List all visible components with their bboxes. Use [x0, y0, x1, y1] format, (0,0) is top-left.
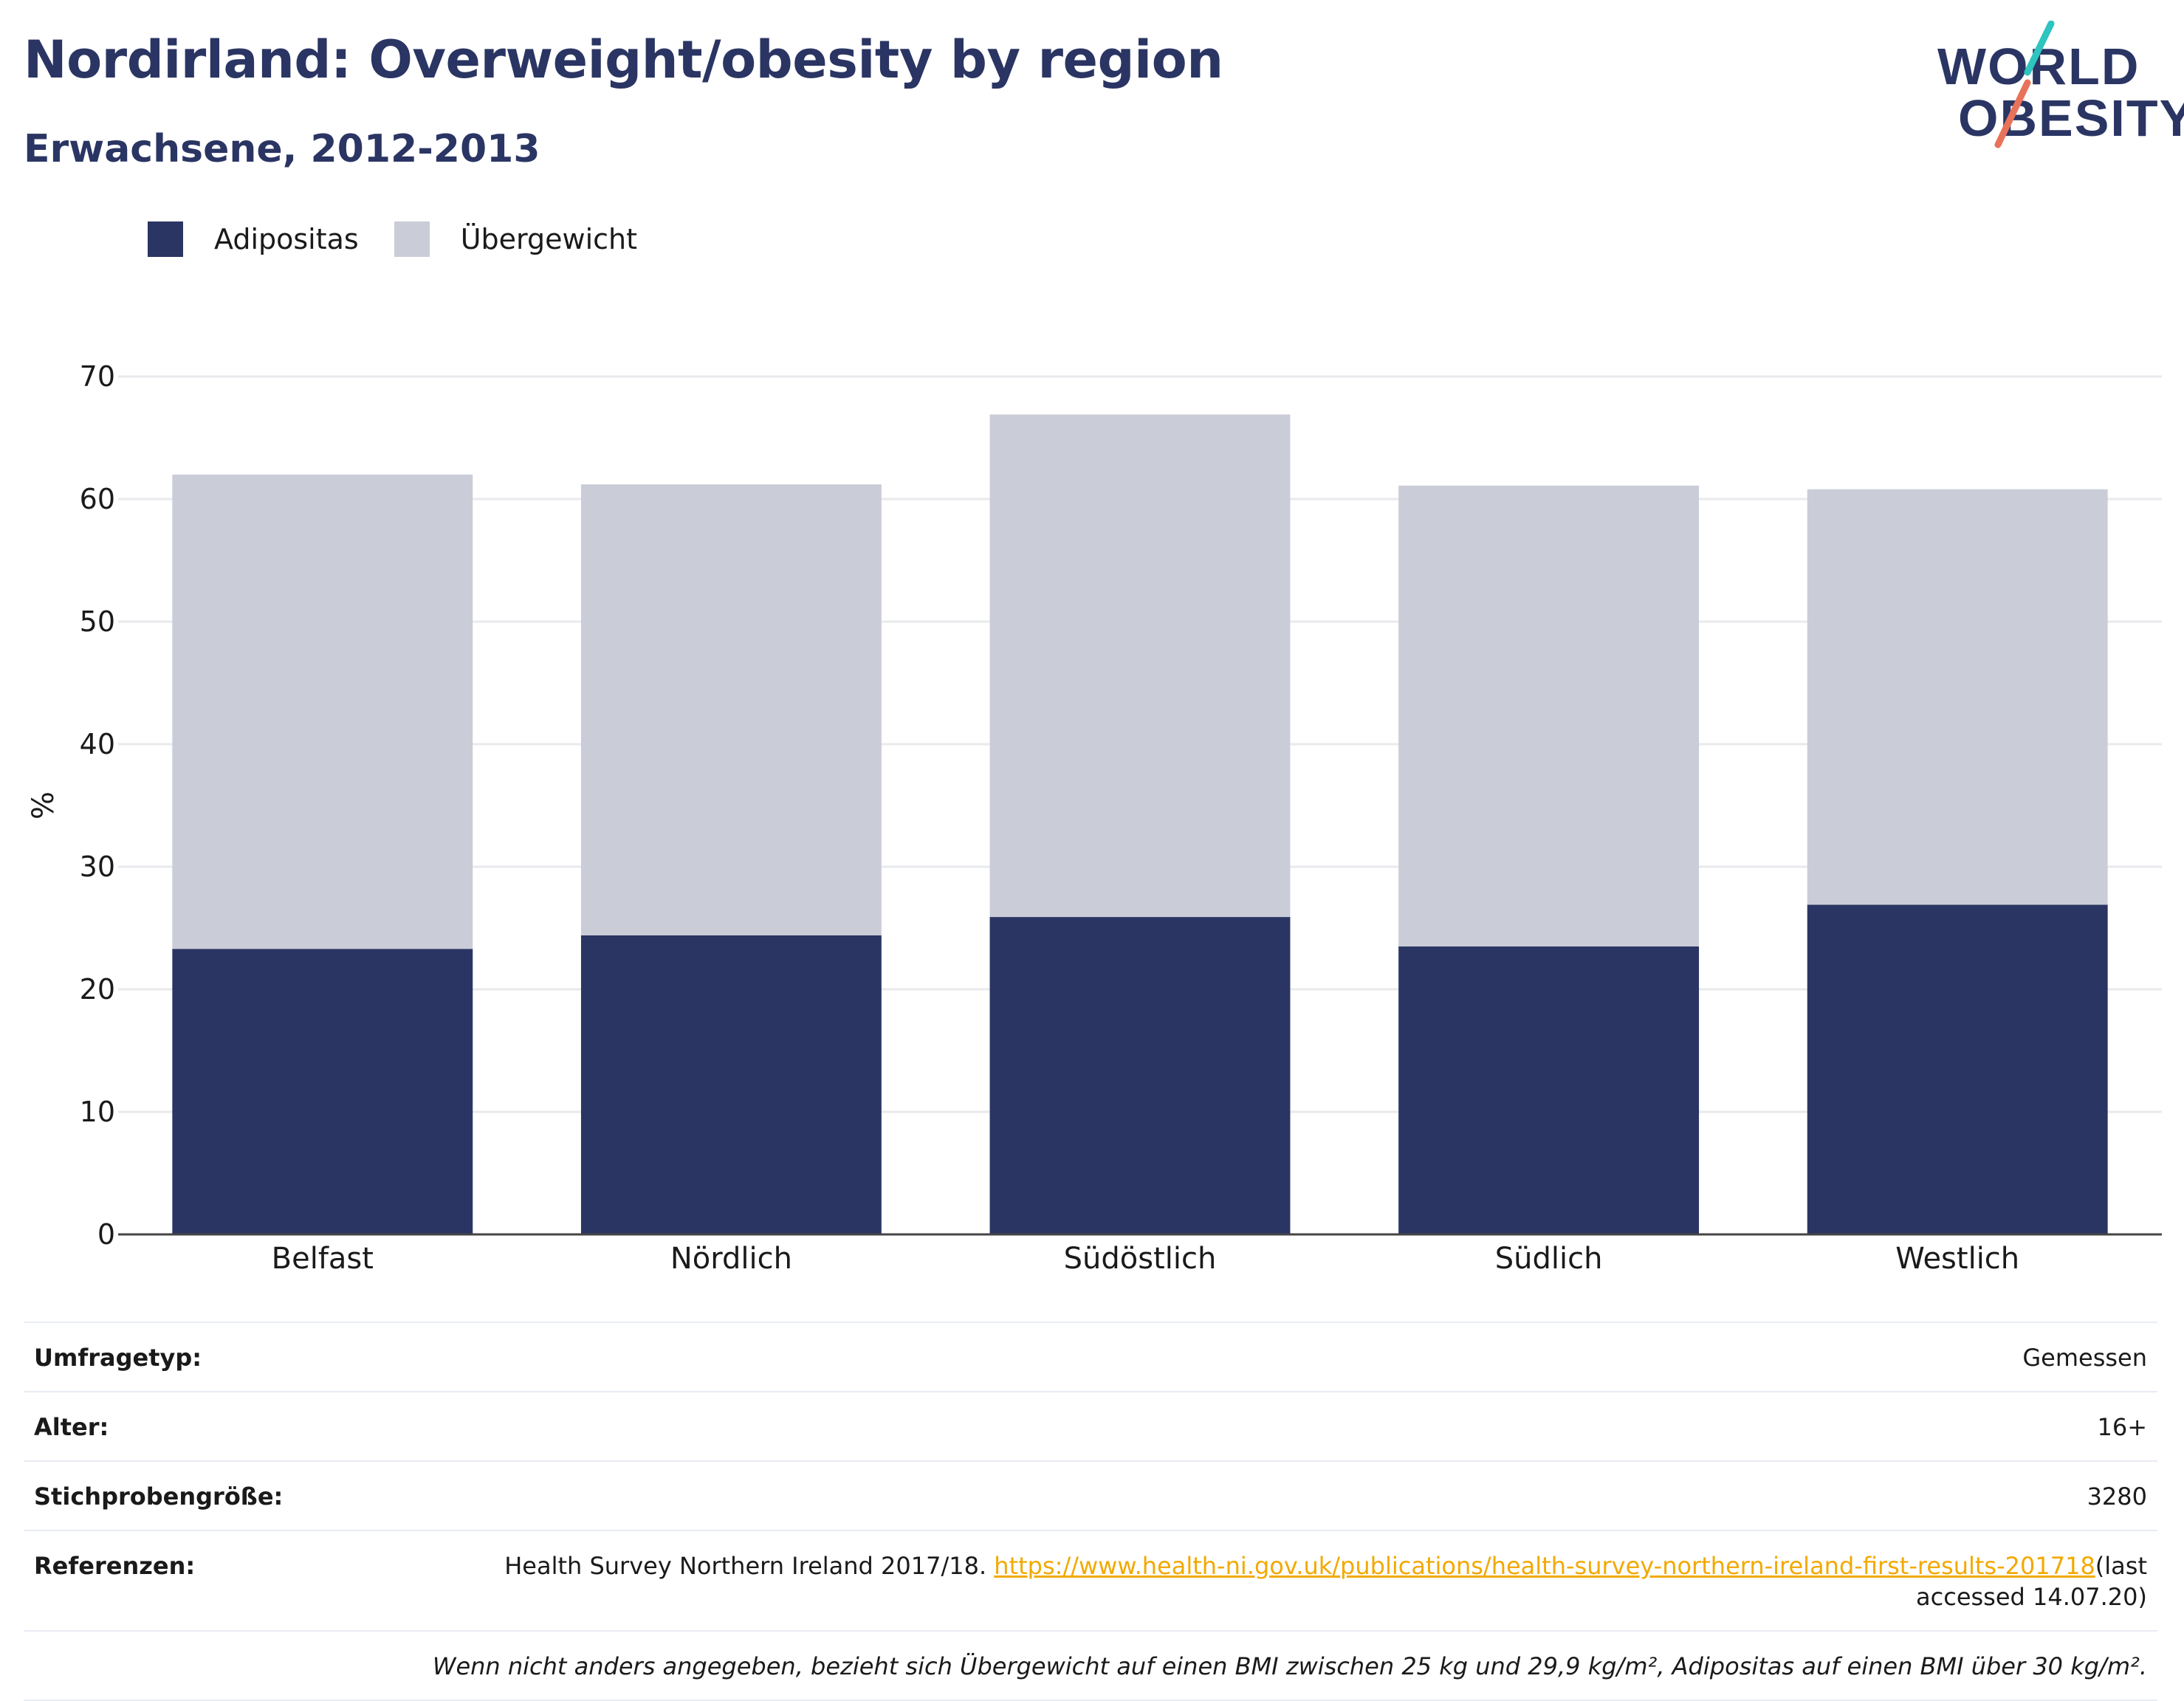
y-tick-label: 0 [97, 1218, 115, 1251]
legend-label-uebergewicht: Übergewicht [460, 223, 637, 255]
info-row-references: Referenzen: Health Survey Northern Irela… [24, 1530, 2157, 1630]
y-tick-label: 70 [80, 360, 115, 393]
bar-übergewicht [1398, 485, 1700, 946]
bar-adipositas [172, 949, 473, 1234]
reference-accessed: (last accessed 14.07.20) [1916, 1552, 2147, 1611]
chart-legend: Adipositas Übergewicht [148, 220, 673, 258]
bar-übergewicht [1807, 489, 2108, 905]
info-row-sample-size: Stichprobengröße: 3280 [24, 1460, 2157, 1530]
info-value: Gemessen [2022, 1344, 2147, 1372]
x-tick-label: Nördlich [670, 1242, 792, 1270]
reference-text: Health Survey Northern Ireland 2017/18. [504, 1552, 987, 1580]
page-title: Nordirland: Overweight/obesity by region [24, 30, 1223, 90]
x-tick-label: Südlich [1495, 1242, 1603, 1270]
survey-info-table: Umfragetyp: Gemessen Alter: 16+ Stichpro… [24, 1322, 2157, 1701]
y-axis-title: % [27, 791, 61, 819]
info-row-note: Wenn nicht anders angegeben, bezieht sic… [24, 1630, 2157, 1701]
bmi-definition-note: Wenn nicht anders angegeben, bezieht sic… [432, 1652, 2147, 1680]
legend-item-uebergewicht[interactable]: Übergewicht [394, 221, 637, 257]
x-tick-label: Westlich [1895, 1242, 2019, 1270]
bar-übergewicht [989, 414, 1291, 918]
legend-item-adipositas[interactable]: Adipositas [148, 221, 359, 257]
legend-swatch-uebergewicht [394, 221, 430, 257]
info-row-age: Alter: 16+ [24, 1391, 2157, 1460]
world-obesity-logo[interactable]: WORLD OBESITY [1920, 21, 2184, 161]
bar-adipositas [1807, 904, 2108, 1234]
reference-value: Health Survey Northern Ireland 2017/18. … [449, 1550, 2147, 1612]
y-tick-label: 20 [80, 973, 115, 1006]
info-row-survey-type: Umfragetyp: Gemessen [24, 1322, 2157, 1391]
stacked-bar-chart: 0 10 20 30 40 50 60 70% Belfast Nördlich Südöstlic… [27, 360, 2162, 1270]
info-label: Alter: [34, 1413, 109, 1441]
info-label: Referenzen: [34, 1552, 196, 1580]
y-tick-label: 10 [80, 1096, 115, 1128]
x-tick-label: Südöstlich [1064, 1242, 1217, 1270]
y-tick-label: 50 [80, 605, 115, 638]
bar-übergewicht [172, 474, 473, 949]
logo-slash-icon [1994, 21, 2055, 148]
x-tick-label: Belfast [272, 1242, 374, 1270]
bar-adipositas [580, 935, 882, 1234]
y-tick-label: 40 [80, 728, 115, 760]
logo-text-obesity: OBESITY [1958, 89, 2184, 147]
legend-label-adipositas: Adipositas [214, 223, 359, 255]
info-value: 3280 [2087, 1482, 2147, 1511]
reference-link[interactable]: https://www.health-ni.gov.uk/publication… [994, 1552, 2095, 1580]
info-label: Stichprobengröße: [34, 1482, 284, 1511]
bar-adipositas [989, 917, 1291, 1234]
info-label: Umfragetyp: [34, 1344, 202, 1372]
y-tick-label: 60 [80, 483, 115, 515]
page-subtitle: Erwachsene, 2012-2013 [24, 127, 540, 171]
bar-adipositas [1398, 946, 1700, 1234]
y-tick-label: 30 [80, 850, 115, 883]
info-value: 16+ [2097, 1413, 2147, 1441]
legend-swatch-adipositas [148, 221, 183, 257]
bar-übergewicht [580, 484, 882, 935]
